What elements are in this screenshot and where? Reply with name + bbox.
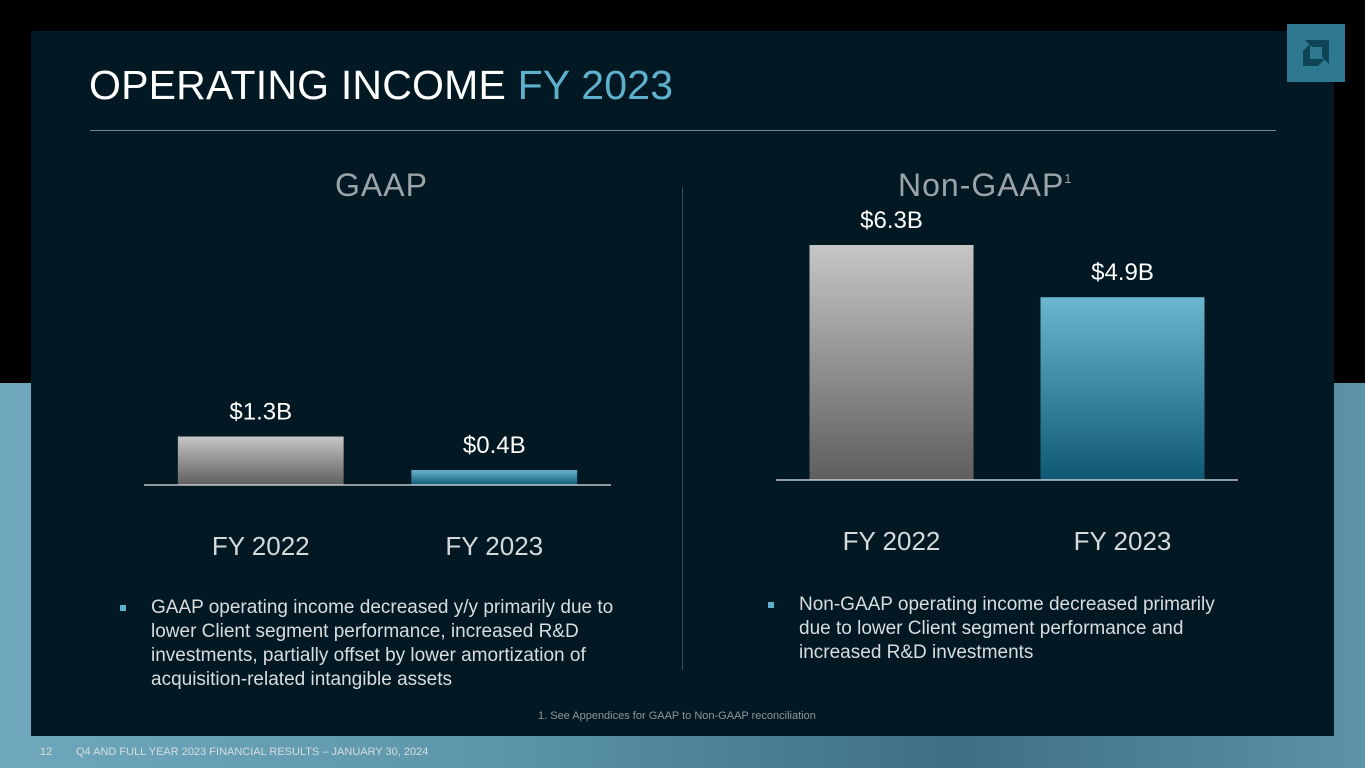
bullet-square-icon [120,605,126,611]
page-number: 12 [40,746,53,758]
bullet-square-icon [768,602,774,608]
title-main: OPERATING INCOME [89,62,507,108]
gaap-bullet-text: GAAP operating income decreased y/y prim… [151,597,614,690]
bar-fy-2022 [809,245,974,480]
title-rule [90,130,1276,131]
data-label: $4.9B [1091,259,1154,286]
title-accent: FY 2023 [517,62,674,108]
amd-arrow-icon [1287,24,1345,82]
x-tick-label: FY 2022 [843,526,941,556]
non-gaap-bullet: Non-GAAP operating income decreased prim… [768,593,1249,665]
x-tick-label: FY 2023 [445,531,543,561]
page-title: OPERATING INCOME FY 2023 [89,62,673,109]
footnote-marker: 1 [1064,171,1072,186]
data-label: $0.4B [463,432,526,459]
chart-divider [682,187,683,670]
x-tick-label: FY 2023 [1074,526,1172,556]
bar-fy-2023 [411,470,578,485]
chart-title-gaap-text: GAAP [335,167,428,203]
non-gaap-bullet-text: Non-GAAP operating income decreased prim… [799,594,1215,663]
chart-title-nongaap-text: Non-GAAP [898,167,1065,203]
non-gaap-chart: $6.3B FY 2022 $4.9B FY 2023 [776,207,1238,556]
bar-fy-2022 [177,436,344,485]
x-tick-label: FY 2022 [212,531,310,561]
chart-title-nongaap: Non-GAAP1 [898,167,1072,204]
footnote: 1. See Appendices for GAAP to Non-GAAP r… [538,710,816,722]
footer-text: Q4 AND FULL YEAR 2023 FINANCIAL RESULTS … [76,746,429,758]
gaap-bullet: GAAP operating income decreased y/y prim… [120,596,651,692]
gaap-chart: $1.3B FY 2022 $0.4B FY 2023 [144,399,611,561]
data-label: $1.3B [229,399,292,426]
chart-title-gaap: GAAP [335,167,428,204]
bar-fy-2023 [1040,297,1205,480]
data-label: $6.3B [860,207,923,234]
